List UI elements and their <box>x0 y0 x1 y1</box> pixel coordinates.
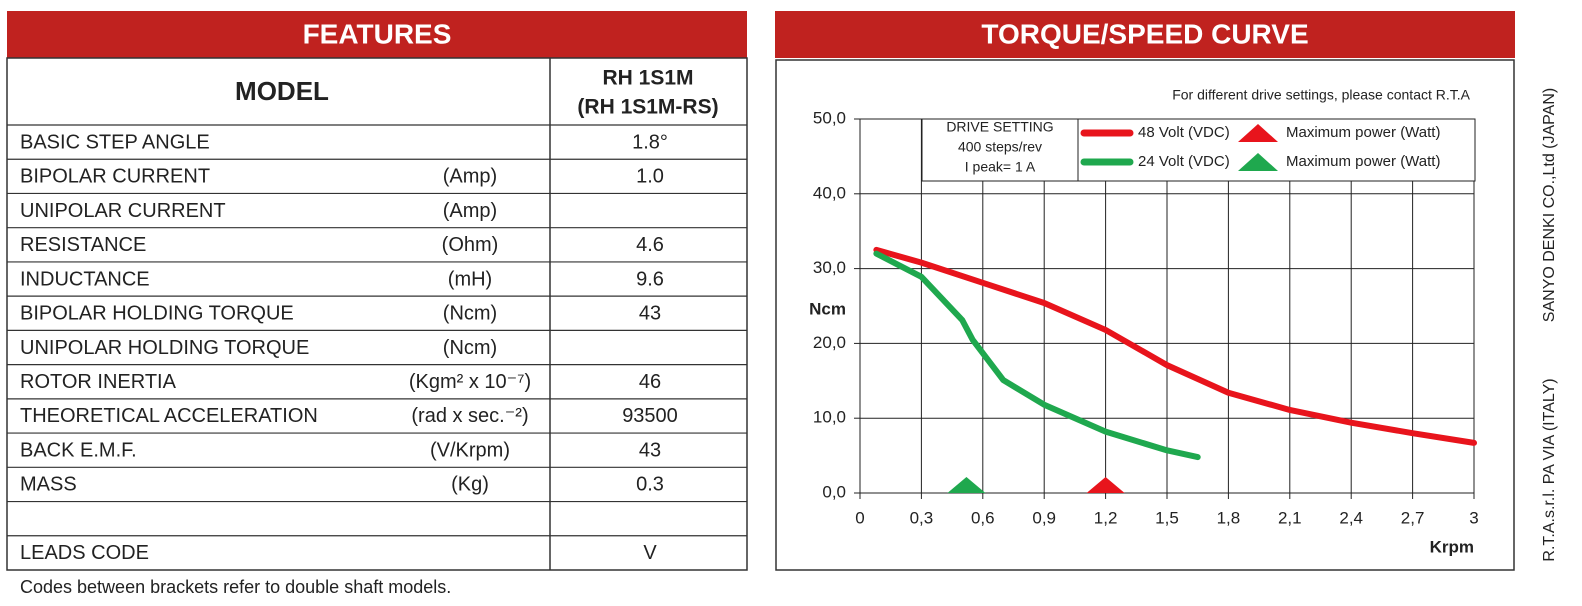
y-tick-label: 40,0 <box>813 183 846 202</box>
legend-label: 24 Volt (VDC) <box>1138 153 1230 170</box>
x-tick-label: 3 <box>1469 508 1478 527</box>
row-unit: (Amp) <box>443 200 497 222</box>
row-label: UNIPOLAR CURRENT <box>20 200 226 222</box>
side-text: R.T.A.s.r.l. PA VIA (ITALY) <box>1541 378 1558 561</box>
x-axis-label: Krpm <box>1430 537 1474 556</box>
drive-setting: DRIVE SETTING <box>946 119 1053 135</box>
annotation: For different drive settings, please con… <box>1172 87 1470 103</box>
x-tick-label: 0,6 <box>971 508 995 527</box>
chart-title: TORQUE/SPEED CURVE <box>981 18 1308 49</box>
features-header <box>7 11 747 58</box>
x-tick-label: 2,4 <box>1339 508 1363 527</box>
features-title: FEATURES <box>303 18 452 49</box>
row-label: THEORETICAL ACCELERATION <box>20 405 318 427</box>
model-label: MODEL <box>235 76 329 106</box>
model-value: (RH 1S1M-RS) <box>577 96 718 119</box>
row-unit: (Ncm) <box>443 337 497 359</box>
legend-label: 48 Volt (VDC) <box>1138 124 1230 141</box>
x-tick-label: 1,5 <box>1155 508 1179 527</box>
row-label: LEADS CODE <box>20 542 149 564</box>
x-tick-label: 1,2 <box>1094 508 1118 527</box>
row-value: V <box>643 542 657 564</box>
legend-label: Maximum power (Watt) <box>1286 124 1440 141</box>
y-tick-label: 50,0 <box>813 108 846 127</box>
x-tick-label: 2,7 <box>1401 508 1425 527</box>
side-text: SANYO DENKI CO.,Ltd (JAPAN) <box>1541 88 1558 322</box>
max-power-marker <box>1086 477 1125 493</box>
row-unit: (V/Krpm) <box>430 439 510 461</box>
x-tick-label: 2,1 <box>1278 508 1302 527</box>
row-label: ROTOR INERTIA <box>20 371 177 393</box>
row-label: BIPOLAR CURRENT <box>20 166 210 188</box>
features-table <box>6 57 748 571</box>
row-unit: (mH) <box>448 268 492 290</box>
row-unit: (Ncm) <box>443 303 497 325</box>
row-value: 43 <box>639 439 661 461</box>
row-value: 9.6 <box>636 268 664 290</box>
row-value: 43 <box>639 303 661 325</box>
row-unit: (Amp) <box>443 166 497 188</box>
series-line <box>873 250 1201 461</box>
x-tick-label: 0 <box>855 508 864 527</box>
y-tick-label: 20,0 <box>813 333 846 352</box>
drive-setting: 400 steps/rev <box>958 139 1042 155</box>
row-value: 46 <box>639 371 661 393</box>
series-line <box>873 246 1477 446</box>
row-unit: (rad x sec.⁻²) <box>411 405 528 427</box>
y-tick-label: 30,0 <box>813 258 846 277</box>
legend-label: Maximum power (Watt) <box>1286 153 1440 170</box>
row-label: INDUCTANCE <box>20 268 150 290</box>
max-power-marker <box>947 477 986 493</box>
row-unit: (Ohm) <box>442 234 499 256</box>
row-unit: (Kg) <box>451 474 489 496</box>
footnote: Codes between brackets refer to double s… <box>20 577 451 597</box>
legend-marker <box>1238 153 1278 171</box>
drive-setting: I peak= 1 A <box>965 159 1036 175</box>
x-tick-label: 1,8 <box>1217 508 1241 527</box>
row-value: 0.3 <box>636 474 664 496</box>
row-label: RESISTANCE <box>20 234 146 256</box>
row-value: 93500 <box>622 405 678 427</box>
y-tick-label: 10,0 <box>813 408 846 427</box>
row-label: UNIPOLAR HOLDING TORQUE <box>20 337 309 359</box>
x-tick-label: 0,3 <box>910 508 934 527</box>
row-label: BASIC STEP ANGLE <box>20 131 210 153</box>
row-label: BIPOLAR HOLDING TORQUE <box>20 303 294 325</box>
model-value: RH 1S1M <box>602 67 693 90</box>
chart-frame <box>775 59 1515 571</box>
row-value: 4.6 <box>636 234 664 256</box>
y-tick-label: 0,0 <box>822 482 846 501</box>
y-axis-label: Ncm <box>809 299 846 318</box>
row-label: BACK E.M.F. <box>20 439 137 461</box>
drive-box <box>921 118 1079 182</box>
row-unit: (Kgm² x 10⁻⁷) <box>409 371 531 393</box>
row-value: 1.8° <box>632 131 668 153</box>
x-tick-label: 0,9 <box>1032 508 1056 527</box>
row-label: MASS <box>20 474 77 496</box>
row-value: 1.0 <box>636 166 664 188</box>
legend-marker <box>1238 124 1278 142</box>
chart-header <box>775 11 1515 58</box>
